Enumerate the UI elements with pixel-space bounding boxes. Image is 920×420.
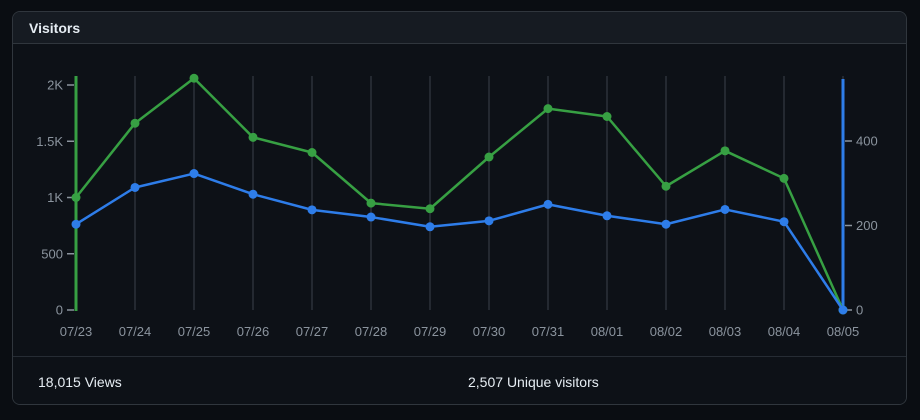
views-point[interactable]: [602, 112, 612, 121]
unique-visitors-point[interactable]: [484, 216, 494, 226]
right-axis-tick-label: 0: [856, 303, 863, 318]
visitors-card: Visitors 0 500 1K 1.5K 2K 0 200 400 07/23 07/24 07…: [12, 11, 907, 405]
left-axis-tick-label: 2K: [47, 78, 63, 93]
views-point[interactable]: [130, 118, 140, 128]
unique-visitors-line: [75, 172, 845, 311]
stat-total-views: 18,015 Views: [38, 357, 122, 404]
unique-visitors-point[interactable]: [130, 182, 140, 192]
views-point[interactable]: [248, 132, 258, 142]
left-axis-tick-label: 1.5K: [36, 134, 63, 149]
x-axis-tick-label: 07/25: [178, 324, 211, 339]
unique-visitors-point[interactable]: [838, 305, 848, 315]
unique-visitors-point[interactable]: [720, 204, 730, 214]
x-axis-tick-label: 07/26: [237, 324, 270, 339]
views-point[interactable]: [779, 173, 789, 183]
views-point[interactable]: [425, 204, 435, 214]
stat-unique-visitors-value: 2,507: [468, 373, 504, 390]
views-point[interactable]: [307, 148, 317, 157]
x-axis-tick-label: 07/27: [296, 324, 329, 339]
x-axis-tick-label: 07/23: [60, 324, 93, 339]
unique-visitors-point[interactable]: [248, 189, 258, 199]
x-axis-tick-label: 07/28: [355, 324, 388, 339]
x-axis-tick-label: 07/31: [532, 324, 565, 339]
unique-visitors-point[interactable]: [779, 217, 789, 227]
chart-canvas[interactable]: 0 500 1K 1.5K 2K 0 200 400 07/23 07/24 07/25 07/26 0…: [13, 45, 906, 356]
views-point[interactable]: [366, 198, 376, 208]
x-axis-tick-label: 08/04: [768, 324, 801, 339]
views-point[interactable]: [661, 181, 671, 191]
views-point[interactable]: [189, 73, 199, 83]
left-axis-tick-label: 1K: [47, 190, 63, 205]
stat-total-views-value: 18,015: [38, 373, 81, 390]
x-axis-tick-label: 08/05: [827, 324, 860, 339]
unique-visitors-point[interactable]: [366, 212, 376, 222]
x-axis-tick-label: 07/29: [414, 324, 447, 339]
unique-visitors-point[interactable]: [661, 219, 671, 229]
x-axis-tick-label: 07/24: [119, 324, 152, 339]
x-axis-tick-label: 07/30: [473, 324, 506, 339]
right-axis-tick-label: 200: [856, 218, 878, 233]
unique-visitors-point[interactable]: [307, 205, 317, 215]
views-point[interactable]: [543, 104, 553, 114]
unique-visitors-point[interactable]: [602, 211, 612, 221]
unique-visitors-point[interactable]: [71, 219, 81, 229]
stats-row: 18,015 Views 2,507 Unique visitors: [13, 356, 906, 404]
stat-unique-visitors: 2,507 Unique visitors: [468, 357, 599, 404]
unique-visitors-point[interactable]: [543, 199, 553, 209]
x-axis-tick-label: 08/03: [709, 324, 742, 339]
unique-visitors-point[interactable]: [425, 222, 435, 232]
x-axis-tick-label: 08/02: [650, 324, 683, 339]
right-axis-tick-label: 400: [856, 134, 878, 149]
left-axis-tick-label: 0: [56, 303, 63, 318]
unique-visitors-point[interactable]: [189, 169, 199, 179]
card-header: Visitors: [13, 12, 906, 44]
stat-unique-visitors-label: Unique visitors: [506, 373, 599, 390]
views-point[interactable]: [720, 146, 730, 156]
visitors-chart[interactable]: 0 500 1K 1.5K 2K 0 200 400 07/23 07/24 07/25 07/26 0…: [13, 45, 906, 356]
views-point[interactable]: [484, 152, 494, 162]
card-title: Visitors: [29, 19, 81, 36]
left-axis-tick-label: 500: [41, 246, 63, 261]
views-point[interactable]: [71, 193, 81, 202]
stat-total-views-label: Views: [84, 373, 122, 390]
views-line: [75, 77, 845, 311]
x-axis-tick-label: 08/01: [591, 324, 624, 339]
